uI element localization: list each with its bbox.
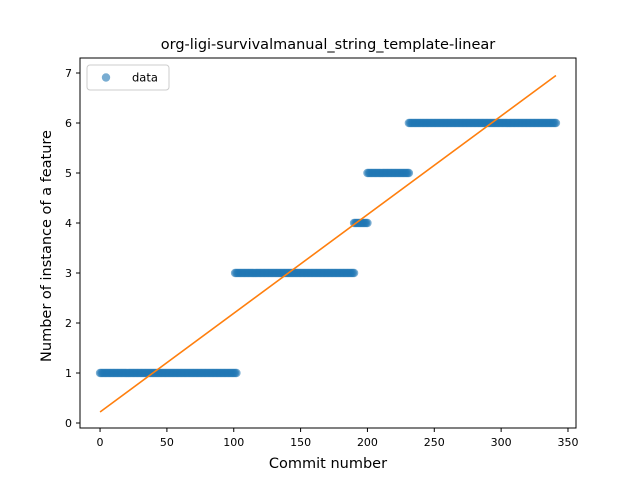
legend-marker xyxy=(101,73,111,82)
y-tick-label: 4 xyxy=(65,217,72,230)
y-tick-label: 0 xyxy=(65,417,72,430)
y-tick-label: 5 xyxy=(65,167,72,180)
x-tick-label: 300 xyxy=(491,436,512,449)
y-tick-label: 7 xyxy=(65,67,72,80)
chart-title: org-ligi-survivalmanual_string_template-… xyxy=(161,37,496,53)
x-tick-label: 50 xyxy=(160,436,174,449)
legend-label: data xyxy=(132,71,158,85)
fit-line xyxy=(99,74,557,413)
y-tick-label: 1 xyxy=(65,367,72,380)
data-point xyxy=(349,268,359,278)
y-tick-label: 2 xyxy=(65,317,72,330)
y-axis-label: Number of instance of a feature xyxy=(39,130,55,362)
plot-area: 0 50 100 150 200 250 300 350 0 1 2 3 4 5 6 7 data xyxy=(65,57,578,449)
legend-box xyxy=(86,64,170,91)
x-tick-label: 0 xyxy=(97,436,104,449)
x-tick-label: 100 xyxy=(223,436,244,449)
y-tick-label: 6 xyxy=(65,117,72,130)
x-axis-label: Commit number xyxy=(269,456,387,472)
data-point xyxy=(551,118,561,128)
y-tick-label: 3 xyxy=(65,267,72,280)
data-point xyxy=(232,368,241,378)
x-tick-label: 250 xyxy=(424,436,445,449)
x-tick-label: 200 xyxy=(357,436,378,449)
x-tick-label: 150 xyxy=(290,436,311,449)
data-point xyxy=(404,168,414,178)
data-point xyxy=(363,218,372,228)
x-tick-label: 350 xyxy=(557,436,578,449)
axes-frame xyxy=(79,57,577,429)
